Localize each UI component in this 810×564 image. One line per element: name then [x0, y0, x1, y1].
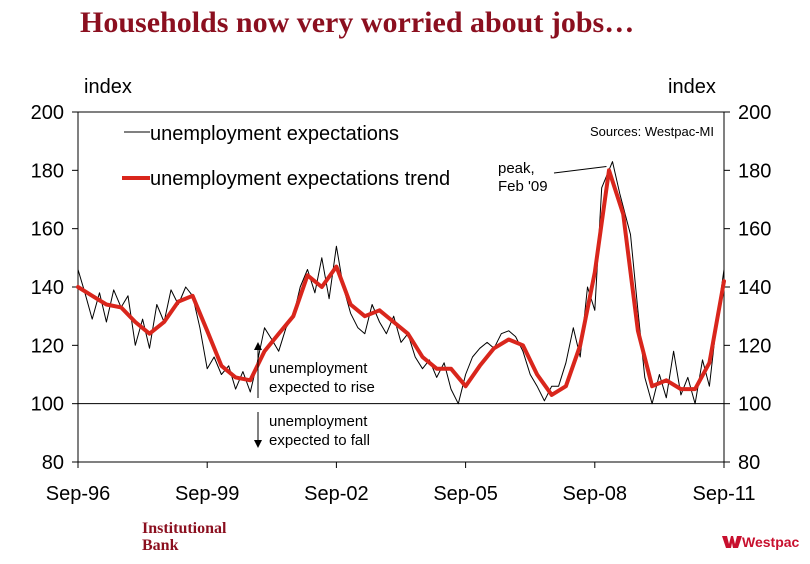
series-layer: [76, 161, 726, 405]
right-y-axis: 80 100 120 140 160 180 200: [724, 102, 771, 474]
y-tick-label-right: 100: [738, 394, 771, 416]
x-tick-label: Sep-02: [304, 483, 369, 505]
left-axis-unit: index: [84, 76, 132, 98]
y-tick-label-right: 80: [738, 452, 760, 474]
y-tick-label-left: 100: [31, 394, 64, 416]
source-note: Sources: Westpac-MI: [590, 124, 714, 139]
westpac-logo: Westpac: [722, 534, 799, 550]
y-tick-label-right: 180: [738, 160, 771, 182]
y-tick-label-right: 160: [738, 219, 771, 241]
fall-arrow-head: [254, 440, 262, 448]
x-tick-label: Sep-96: [46, 483, 111, 505]
x-tick-label: Sep-08: [563, 483, 628, 505]
institutional-bank-logo: Institutional Bank: [142, 520, 226, 554]
peak-leader-line: [553, 166, 607, 174]
rise-annotation: unemployment expected to rise: [269, 360, 375, 396]
y-tick-label-left: 160: [31, 219, 64, 241]
y-tick-label-left: 200: [31, 102, 64, 124]
y-tick-label-right: 200: [738, 102, 771, 124]
y-tick-label-right: 140: [738, 277, 771, 299]
y-tick-label-left: 80: [42, 452, 64, 474]
y-tick-label-right: 120: [738, 335, 771, 357]
raw-series-line: [77, 161, 725, 405]
westpac-w-icon: [722, 536, 742, 548]
x-axis: Sep-96 Sep-99 Sep-02 Sep-05 Sep-08 Sep-11: [46, 462, 756, 505]
y-tick-label-left: 140: [31, 277, 64, 299]
trend-series-line: [76, 168, 726, 397]
annotations: Sources: Westpac-MI peak, Feb '09 unemploym…: [254, 124, 714, 449]
peak-annotation: peak, Feb '09: [498, 160, 548, 195]
legend: unemployment expectations unemployment ex…: [122, 123, 450, 190]
plot-frame: [77, 111, 725, 463]
x-tick-label: Sep-05: [433, 483, 498, 505]
fall-annotation: unemployment expected to fall: [269, 413, 370, 449]
legend-label-trend: unemployment expectations trend: [150, 168, 450, 190]
x-tick-label: Sep-11: [692, 483, 755, 505]
westpac-text: Westpac: [742, 534, 800, 550]
x-tick-label: Sep-99: [175, 483, 240, 505]
left-y-axis: 80 100 120 140 160 180 200: [31, 102, 78, 474]
y-tick-label-left: 120: [31, 335, 64, 357]
page-title: Households now very worried about jobs…: [80, 6, 635, 39]
rise-arrow-head: [254, 342, 262, 350]
institutional-bank-text: Institutional Bank: [142, 520, 227, 554]
y-tick-label-left: 180: [31, 160, 64, 182]
plot-border: [77, 111, 725, 463]
right-axis-unit: index: [668, 76, 716, 98]
legend-label-raw: unemployment expectations: [150, 123, 399, 145]
